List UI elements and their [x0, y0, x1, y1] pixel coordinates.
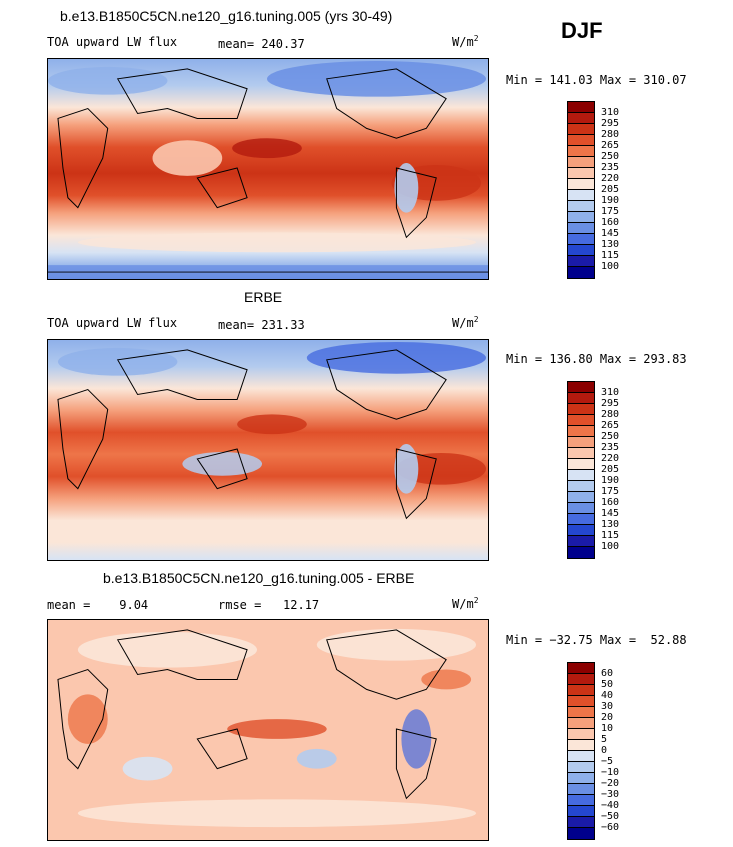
panel1-minmax: Min = 141.03 Max = 310.07 — [506, 73, 687, 87]
tick: 30 — [601, 701, 614, 712]
panel2-title: ERBE — [244, 289, 283, 305]
tick: 160 — [601, 217, 620, 228]
tick: 310 — [601, 387, 620, 398]
panel1-colorbar — [567, 101, 595, 279]
panel3-minmax: Min = −32.75 Max = 52.88 — [506, 633, 687, 647]
tick: 145 — [601, 228, 620, 239]
panel2-minmax: Min = 136.80 Max = 293.83 — [506, 352, 687, 366]
tick: 250 — [601, 151, 620, 162]
tick: 115 — [601, 250, 620, 261]
tick: 295 — [601, 118, 620, 129]
tick: 40 — [601, 690, 614, 701]
tick: 190 — [601, 195, 620, 206]
panel1-variable-label: TOA upward LW flux — [47, 35, 178, 49]
tick: 295 — [601, 398, 620, 409]
tick: 235 — [601, 162, 620, 173]
panel3-units: W/m2 — [452, 596, 479, 611]
panel3-mean: mean = 9.04 — [47, 598, 149, 612]
tick: 190 — [601, 475, 620, 486]
panel1-title: b.e13.B1850C5CN.ne120_g16.tuning.005 (yr… — [60, 8, 393, 24]
tick: 50 — [601, 679, 614, 690]
tick: 5 — [601, 734, 608, 745]
tick: 220 — [601, 453, 620, 464]
tick: 10 — [601, 723, 614, 734]
tick: 145 — [601, 508, 620, 519]
panel3-map — [47, 619, 489, 841]
tick: 265 — [601, 140, 620, 151]
tick: 115 — [601, 530, 620, 541]
tick: 280 — [601, 129, 620, 140]
panel2-colorbar — [567, 381, 595, 559]
tick: 130 — [601, 519, 620, 530]
tick: 235 — [601, 442, 620, 453]
panel1-map — [47, 58, 489, 280]
tick: 175 — [601, 206, 620, 217]
panel3-title: b.e13.B1850C5CN.ne120_g16.tuning.005 - E… — [103, 570, 415, 586]
tick: 60 — [601, 668, 614, 679]
tick: −10 — [601, 767, 620, 778]
panel3-colorbar — [567, 662, 595, 840]
tick: 0 — [601, 745, 608, 756]
panel1-units: W/m2 — [452, 34, 479, 49]
panel2-map — [47, 339, 489, 561]
tick: −50 — [601, 811, 620, 822]
tick: −60 — [601, 822, 620, 833]
tick: 20 — [601, 712, 614, 723]
tick: 310 — [601, 107, 620, 118]
tick: 220 — [601, 173, 620, 184]
tick: 130 — [601, 239, 620, 250]
panel2-variable-label: TOA upward LW flux — [47, 316, 178, 330]
tick: 175 — [601, 486, 620, 497]
tick: 160 — [601, 497, 620, 508]
tick: −20 — [601, 778, 620, 789]
tick: 100 — [601, 261, 620, 272]
tick: 250 — [601, 431, 620, 442]
panel2-units: W/m2 — [452, 315, 479, 330]
tick: 205 — [601, 464, 620, 475]
tick: 265 — [601, 420, 620, 431]
tick: −40 — [601, 800, 620, 811]
panel2-mean: mean= 231.33 — [218, 318, 305, 332]
tick: 205 — [601, 184, 620, 195]
season-label: DJF — [561, 18, 603, 43]
panel1-mean: mean= 240.37 — [218, 37, 305, 51]
tick: 100 — [601, 541, 620, 552]
panel3-rmse: rmse = 12.17 — [218, 598, 320, 612]
tick: −30 — [601, 789, 620, 800]
tick: 280 — [601, 409, 620, 420]
tick: −5 — [601, 756, 614, 767]
